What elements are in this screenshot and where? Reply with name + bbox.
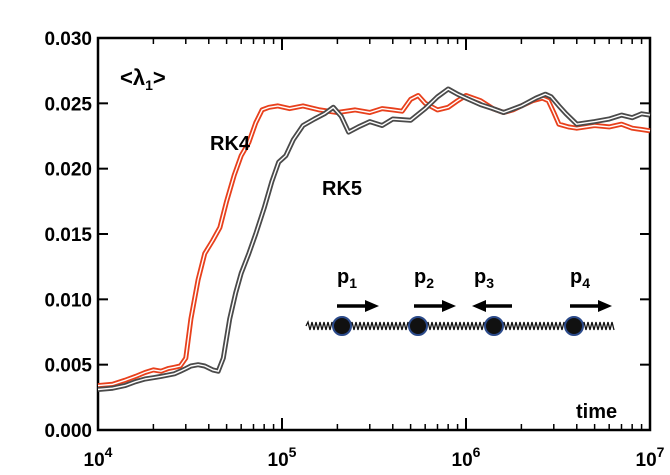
rk4-series-line <box>97 93 651 389</box>
bead <box>484 316 504 336</box>
rk5-label: RK5 <box>322 178 362 200</box>
time-label: time <box>576 401 617 423</box>
x-tick-label: 107 <box>636 444 665 471</box>
rk4-label: RK4 <box>210 133 251 155</box>
rk5-series-highlight <box>97 88 651 391</box>
rk5-series-line <box>97 86 651 392</box>
y-axis-annotation: <λ1> <box>120 65 166 93</box>
momentum-arrow-head <box>442 300 456 312</box>
momentum-arrow-head <box>472 300 486 312</box>
momentum-arrow-head <box>598 300 612 312</box>
momentum-label: p4 <box>570 266 590 291</box>
y-tick-label: 0.005 <box>44 356 92 377</box>
y-tick-label: 0.015 <box>44 225 92 246</box>
bead-chain-inset: p1 p2 p3 p4 <box>305 266 615 336</box>
bead <box>564 316 584 336</box>
x-axis-ticks: 104 105 106 107 <box>84 38 665 471</box>
y-tick-label: 0.030 <box>44 29 92 50</box>
y-tick-label: 0.010 <box>44 290 92 311</box>
momentum-label: p3 <box>474 266 494 291</box>
bead <box>408 316 428 336</box>
momentum-label: p2 <box>414 266 434 291</box>
spring-chain <box>305 320 615 331</box>
rk4-series-highlight <box>97 94 651 387</box>
momentum-label: p1 <box>337 266 357 291</box>
x-tick-label: 104 <box>84 444 113 471</box>
y-axis-ticks: 0.000 0.005 0.010 0.015 0.020 0.025 0.030 <box>44 29 650 442</box>
y-tick-label: 0.025 <box>44 94 92 115</box>
y-tick-label: 0.000 <box>44 421 92 442</box>
x-tick-label: 105 <box>268 444 297 471</box>
momentum-arrow-head <box>365 300 379 312</box>
y-tick-label: 0.020 <box>44 160 92 181</box>
series-layer <box>97 86 651 392</box>
bead <box>332 316 352 336</box>
x-tick-label: 106 <box>452 444 481 471</box>
